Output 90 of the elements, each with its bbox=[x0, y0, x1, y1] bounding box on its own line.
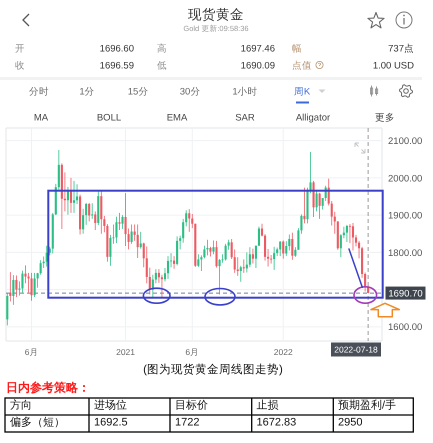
candlestick bbox=[30, 272, 33, 302]
candlestick bbox=[91, 202, 94, 220]
text: 1.00 USD bbox=[372, 60, 414, 72]
ref-line-label: 1690.70 bbox=[388, 288, 423, 300]
candlestick bbox=[100, 190, 102, 234]
text: 目标价 bbox=[175, 400, 208, 412]
y-tick-label: 1800.00 bbox=[388, 248, 422, 259]
text: EMA bbox=[166, 112, 188, 124]
candlestick bbox=[291, 232, 294, 260]
chart-title: 现货黄金 bbox=[188, 7, 244, 22]
text: 止损 bbox=[256, 398, 278, 412]
candlestick bbox=[6, 292, 8, 326]
candlestick bbox=[140, 231, 142, 250]
candlestick bbox=[12, 274, 14, 306]
candlestick bbox=[118, 212, 121, 230]
candlestick bbox=[282, 240, 284, 260]
candlestick bbox=[352, 222, 354, 251]
text: 737点 bbox=[388, 42, 414, 54]
text: 1分 bbox=[79, 86, 95, 98]
text: Alligator bbox=[296, 112, 330, 124]
candlestick bbox=[173, 256, 176, 270]
candlestick bbox=[346, 224, 348, 242]
text: 偏多（短） bbox=[10, 416, 65, 428]
ref-line-label: 2022-07-18 bbox=[334, 344, 378, 354]
y-tick-label: 2000.00 bbox=[388, 173, 422, 184]
y-tick-label: 1600.00 bbox=[388, 322, 422, 334]
x-tick-label: 6月 bbox=[24, 347, 38, 357]
text: 收 bbox=[15, 60, 25, 72]
text: 更多 bbox=[375, 112, 395, 124]
text: 1692.5 bbox=[94, 416, 128, 428]
candlestick bbox=[224, 243, 227, 261]
text: 分时 bbox=[29, 86, 49, 98]
candlestick bbox=[215, 240, 218, 268]
text: BOLL bbox=[96, 112, 122, 124]
text: 方向 bbox=[10, 398, 32, 412]
y-tick-label: 2100.00 bbox=[388, 136, 422, 148]
candlestick bbox=[70, 178, 72, 214]
text: 2950 bbox=[338, 416, 362, 428]
candlestick bbox=[318, 192, 321, 220]
text: 日内参考策略： bbox=[6, 380, 90, 394]
candlestick bbox=[15, 275, 18, 298]
text: 1小时 bbox=[232, 86, 258, 98]
y-tick-label: 1900.00 bbox=[388, 210, 422, 222]
text: SAR bbox=[235, 112, 255, 124]
candlestick bbox=[130, 224, 133, 244]
text: 1696.60 bbox=[100, 44, 134, 54]
candlestick bbox=[206, 239, 208, 256]
text: MA bbox=[34, 112, 49, 124]
candlestick bbox=[9, 272, 12, 302]
candlestick bbox=[248, 246, 251, 268]
candlestick bbox=[40, 260, 42, 276]
text: (图为现货黄金周线图走势) bbox=[143, 363, 283, 376]
text: 30分 bbox=[180, 86, 200, 98]
text: 高 bbox=[157, 42, 167, 54]
candlestick bbox=[21, 270, 24, 293]
candlestick bbox=[121, 214, 124, 230]
candlestick bbox=[136, 224, 139, 258]
candlestick bbox=[273, 246, 276, 270]
candlestick bbox=[322, 198, 324, 210]
candlestick bbox=[94, 211, 96, 230]
candlestick bbox=[115, 216, 118, 244]
text: 1722 bbox=[175, 416, 200, 428]
text: 15分 bbox=[128, 86, 148, 98]
candlestick bbox=[212, 240, 215, 255]
candlestick bbox=[166, 256, 170, 280]
text: 1690.09 bbox=[240, 60, 275, 72]
candlestick bbox=[88, 202, 90, 222]
text: 开 bbox=[15, 44, 25, 54]
candlestick bbox=[316, 190, 318, 212]
candlestick bbox=[124, 192, 127, 246]
candlestick bbox=[279, 240, 282, 256]
text: 预期盈利/手 bbox=[338, 398, 396, 412]
x-tick-label: 2021 bbox=[116, 347, 136, 357]
text: 1696.59 bbox=[100, 60, 134, 72]
text: 1697.46 bbox=[240, 44, 275, 54]
candlestick bbox=[34, 272, 36, 298]
x-tick-label: 2022 bbox=[274, 347, 293, 357]
text: 周K bbox=[294, 86, 311, 98]
candlestick bbox=[197, 254, 200, 268]
candlestick bbox=[176, 236, 178, 266]
candlestick bbox=[188, 208, 190, 232]
text: 进场位 bbox=[94, 398, 127, 412]
text: 1672.83 bbox=[256, 416, 296, 428]
candlestick bbox=[240, 265, 242, 282]
text: 幅 bbox=[292, 42, 302, 54]
text: 点值 bbox=[292, 60, 312, 72]
text: 低 bbox=[157, 60, 167, 72]
candlestick bbox=[72, 180, 76, 214]
x-tick-label: 6月 bbox=[185, 347, 200, 357]
candlestick bbox=[252, 248, 254, 264]
